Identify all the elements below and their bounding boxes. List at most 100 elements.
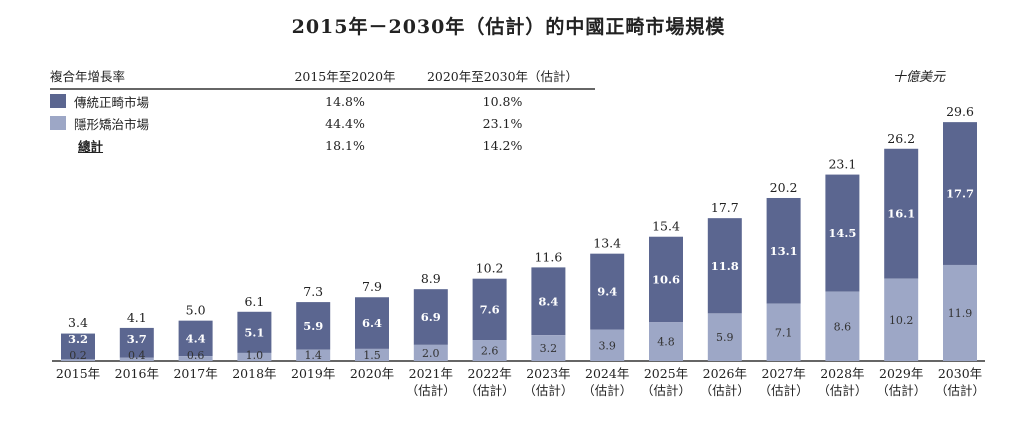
legend-swatch-traditional: [50, 94, 66, 108]
bar-traditional: [237, 311, 272, 353]
x-tick-label: 2023年: [526, 366, 570, 381]
data-label-traditional: 9.4: [597, 285, 617, 299]
data-label-traditional: 3.7: [127, 332, 147, 346]
bar-traditional: [296, 302, 331, 350]
data-label-aligner: 1.0: [246, 349, 264, 362]
bar-aligner: [119, 357, 154, 361]
data-label-total: 13.4: [593, 236, 621, 251]
bar-aligner: [296, 349, 331, 361]
bar-aligner: [590, 329, 625, 361]
data-label-traditional: 14.5: [828, 226, 856, 240]
data-label-total: 5.0: [186, 303, 206, 318]
data-label-traditional: 13.1: [770, 244, 798, 258]
data-label-total: 7.9: [362, 279, 382, 294]
data-label-traditional: 7.6: [480, 302, 500, 316]
cagr-table: 複合年增長率 2015年至2020年 2020年至2030年（估計） 傳統正畸市…: [50, 66, 595, 156]
data-label-traditional: 17.7: [946, 187, 974, 201]
data-label-traditional: 5.9: [303, 319, 323, 333]
x-tick-label: 2028年: [820, 366, 864, 381]
cagr-value: 23.1%: [482, 115, 523, 131]
x-tick-label: 2022年: [467, 366, 511, 381]
x-tick-label: 2021年: [409, 366, 453, 381]
x-tick-label: 2024年: [585, 366, 629, 381]
x-tick-label: 2027年: [761, 366, 805, 381]
data-label-total: 15.4: [652, 219, 680, 234]
data-label-aligner: 3.9: [598, 339, 616, 352]
bar-aligner: [825, 291, 860, 361]
data-label-traditional: 5.1: [244, 325, 264, 339]
data-label-traditional: 16.1: [887, 207, 915, 221]
data-label-aligner: 8.6: [834, 320, 852, 333]
cagr-header-period2: 2020年至2030年（估計）: [426, 69, 579, 84]
data-label-traditional: 3.2: [68, 332, 88, 346]
cagr-header-label: 複合年增長率: [50, 69, 126, 84]
legend-swatch-aligner: [50, 116, 66, 130]
bar-aligner: [649, 322, 683, 361]
x-tick-sublabel: （估計）: [759, 383, 809, 398]
x-tick-label: 2030年: [938, 366, 982, 381]
data-label-traditional: 6.4: [362, 316, 382, 330]
bar-traditional: [707, 218, 742, 314]
bar-aligner: [413, 344, 448, 361]
bar-aligner: [884, 278, 919, 361]
data-label-aligner: 1.4: [304, 349, 322, 362]
data-label-aligner: 5.9: [716, 331, 734, 344]
data-label-aligner: 0.2: [69, 349, 87, 362]
x-tick-sublabel: （估計）: [935, 383, 985, 398]
cagr-value: 14.2%: [482, 137, 523, 153]
x-tick-sublabel: （估計）: [582, 383, 632, 398]
bar-traditional: [531, 267, 566, 336]
data-label-traditional: 11.8: [711, 259, 739, 273]
bar-traditional: [413, 289, 448, 345]
cagr-value: 18.1%: [325, 137, 365, 153]
data-label-aligner: 3.2: [540, 342, 558, 355]
data-label-aligner: 2.0: [422, 347, 440, 360]
data-label-total: 7.3: [303, 284, 323, 299]
x-tick-label: 2018年: [232, 366, 276, 381]
data-label-traditional: 10.6: [652, 272, 680, 286]
cagr-header-period1: 2015年至2020年: [294, 69, 396, 84]
cagr-value: 44.4%: [325, 115, 365, 131]
x-tick-sublabel: （估計）: [817, 383, 867, 398]
data-label-aligner: 4.8: [657, 336, 675, 349]
x-tick-label: 2015年: [56, 366, 100, 381]
bar-traditional: [61, 333, 95, 360]
bar-traditional: [590, 253, 625, 330]
bar-aligner: [237, 352, 272, 361]
data-label-aligner: 7.1: [775, 326, 793, 339]
legend-label-traditional: 傳統正畸市場: [74, 94, 150, 110]
cagr-row-traditional: 傳統正畸市場 14.8% 10.8%: [50, 90, 595, 112]
data-label-aligner: 0.4: [128, 349, 146, 362]
data-label-aligner: 2.6: [481, 345, 499, 358]
bar-aligner: [531, 335, 566, 361]
bar-traditional: [943, 122, 977, 265]
x-tick-label: 2026年: [703, 366, 747, 381]
data-label-aligner: 0.6: [187, 349, 205, 362]
data-label-total: 11.6: [534, 249, 562, 264]
x-tick-label: 2029年: [879, 366, 923, 381]
data-label-total: 26.2: [887, 131, 915, 146]
x-tick-sublabel: （估計）: [465, 383, 515, 398]
bar-aligner: [472, 340, 507, 361]
data-label-total: 3.4: [68, 315, 88, 330]
data-label-total: 6.1: [244, 294, 264, 309]
x-tick-sublabel: （估計）: [641, 383, 691, 398]
bar-traditional: [825, 174, 860, 292]
bar-traditional: [178, 320, 213, 357]
data-label-total: 29.6: [946, 104, 974, 119]
data-label-traditional: 8.4: [538, 294, 558, 308]
x-tick-sublabel: （估計）: [406, 383, 456, 398]
unit-label: 十億美元: [893, 70, 946, 85]
bar-aligner: [707, 313, 742, 361]
data-label-total: 4.1: [127, 310, 147, 325]
bar-aligner: [178, 356, 213, 361]
bar-traditional: [766, 197, 801, 304]
bar-traditional: [355, 297, 389, 349]
chart-title: 2015年－2030年（估計）的中國正畸市場規模: [291, 16, 726, 38]
bar-traditional: [649, 236, 683, 323]
cagr-value: 10.8%: [482, 93, 523, 109]
x-tick-label: 2025年: [644, 366, 688, 381]
data-label-total: 23.1: [828, 157, 856, 172]
